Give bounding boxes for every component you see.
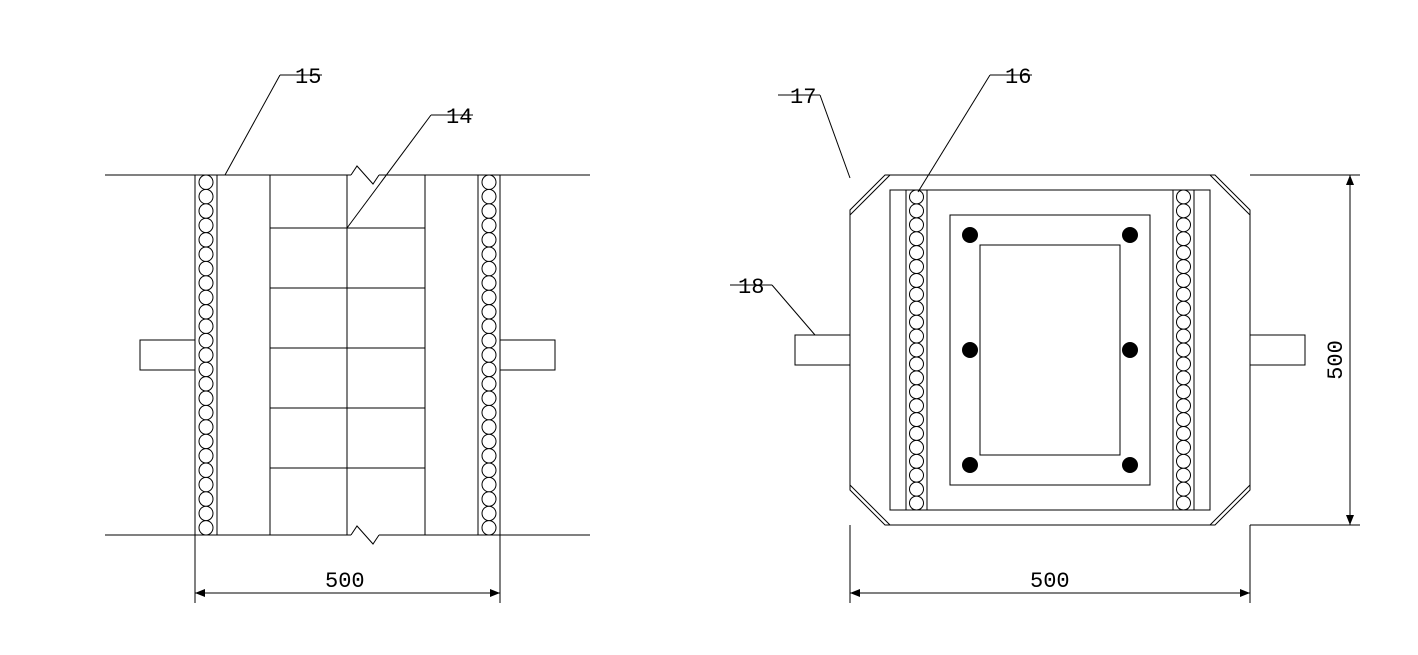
svg-text:500: 500 [1030,569,1070,594]
svg-text:18: 18 [738,275,764,300]
svg-text:500: 500 [325,569,365,594]
svg-text:15: 15 [295,65,321,90]
svg-text:14: 14 [446,105,472,130]
svg-text:500: 500 [1324,340,1349,380]
drawing: 500 15 14 500 500 17 16 18 [20,20,1418,635]
svg-text:17: 17 [790,85,816,110]
svg-text:16: 16 [1005,65,1031,90]
